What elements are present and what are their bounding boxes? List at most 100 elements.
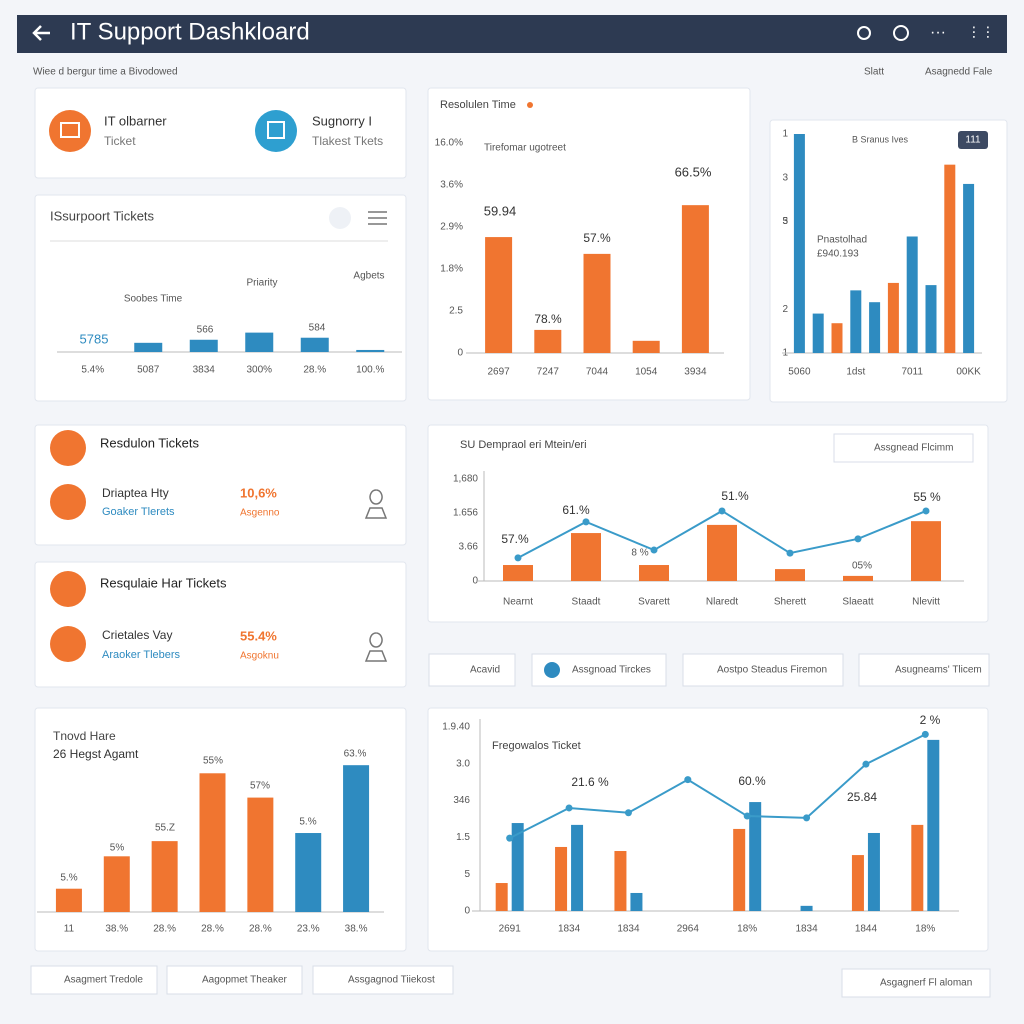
bar: [632, 340, 660, 353]
bar: [511, 823, 524, 911]
annotation: 51.%: [721, 489, 749, 503]
bar: [199, 773, 226, 912]
line-point: [565, 804, 573, 812]
legend-button[interactable]: [833, 433, 974, 463]
bar: [534, 329, 562, 353]
annotation: 57.%: [501, 532, 529, 546]
y-tick-label: 0: [464, 906, 470, 917]
subheader-link[interactable]: Slatt: [864, 67, 884, 78]
footer-button[interactable]: [312, 965, 454, 995]
subheader-link[interactable]: Asagnedd Fale: [925, 67, 993, 78]
x-tick-label: 2697: [487, 367, 510, 378]
annotation: B Sranus Ives: [852, 134, 909, 144]
annotation: 63.%: [344, 749, 367, 760]
footer-button-label[interactable]: Asagmert Tredole: [64, 975, 143, 986]
annotation: 57.%: [583, 231, 611, 245]
menu-button[interactable]: [368, 211, 387, 225]
y-tick-label: 2: [782, 304, 788, 315]
action-button-label[interactable]: Aostpo Steadus Firemon: [717, 665, 827, 676]
y-tick-label: 1.656: [453, 508, 478, 519]
ticket-card: [34, 561, 407, 688]
card-icon: [50, 484, 86, 520]
line-point: [718, 507, 726, 515]
action-button[interactable]: [682, 653, 844, 687]
card-heading: Resqulaie Har Tickets: [100, 575, 227, 590]
line-point: [862, 760, 870, 768]
y-tick-label: 0: [457, 348, 463, 359]
bar: [906, 236, 918, 353]
action-button-label[interactable]: Assgnoad Tirckes: [572, 665, 651, 676]
bar: [295, 833, 322, 912]
annotation: 111: [965, 135, 981, 146]
y-tick-label: 3.6%: [440, 180, 463, 191]
legend-button-label[interactable]: Assgnead Flcimm: [874, 443, 953, 454]
footer-button[interactable]: [841, 968, 991, 998]
person-icon: [364, 632, 388, 662]
line: [509, 733, 926, 840]
x-tick-label: Slaeatt: [842, 597, 873, 608]
x-tick-label: 1054: [635, 367, 658, 378]
card-subtitle: Tlakest Tkets: [312, 134, 383, 148]
y-tick-label: 1: [782, 129, 788, 140]
bar: [944, 164, 956, 353]
x-tick-label: Nearnt: [503, 597, 533, 608]
y-tick-label: 3.66: [459, 542, 479, 553]
x-tick-label: 1834: [617, 924, 640, 935]
x-tick-label: 11: [64, 924, 75, 935]
bar: [831, 323, 843, 353]
ticket-card: [34, 424, 407, 546]
action-button-label[interactable]: Asugneams' Tlicem: [895, 665, 982, 676]
bar: [151, 841, 178, 912]
bar: [571, 824, 584, 911]
y-tick-label: 2.5: [449, 306, 463, 317]
x-tick-label: Nlaredt: [706, 597, 738, 608]
footer-button-label[interactable]: Aagopmet Theaker: [202, 975, 288, 986]
action-button[interactable]: [858, 653, 990, 687]
x-tick-label: 1834: [795, 924, 818, 935]
clock-icon[interactable]: [893, 25, 909, 41]
x-tick-label: 2691: [499, 924, 522, 935]
bar: [639, 565, 669, 581]
y-tick-label: 346: [453, 795, 470, 806]
line-point: [650, 546, 658, 554]
bar: [800, 905, 813, 911]
settings-button[interactable]: [329, 207, 351, 229]
line-point: [624, 809, 632, 817]
line-point: [506, 834, 514, 842]
x-tick-label: Sherett: [774, 597, 806, 608]
bar: [927, 739, 940, 911]
bar: [630, 892, 643, 911]
bar: [733, 828, 746, 911]
bar: [495, 883, 508, 911]
more-icon[interactable]: ···: [930, 24, 946, 41]
bar: [867, 832, 880, 911]
bar: [707, 524, 737, 581]
annotation: 5785: [80, 331, 109, 346]
bar: [925, 285, 937, 353]
footer-button[interactable]: [30, 965, 158, 995]
bar: [247, 797, 274, 912]
footer-button[interactable]: [166, 965, 303, 995]
back-button[interactable]: [32, 25, 50, 41]
y-tick-label: 0: [472, 576, 478, 587]
x-tick-label: 28.%: [201, 924, 224, 935]
x-tick-label: 7247: [537, 367, 560, 378]
action-button[interactable]: [428, 653, 516, 687]
bar: [356, 349, 385, 352]
footer-button-label[interactable]: Assgagnod Tiiekost: [348, 975, 435, 986]
annotation: 55%: [203, 756, 223, 767]
bar: [681, 205, 709, 353]
grid-icon[interactable]: ⋮⋮: [967, 24, 995, 40]
annotation: 61.%: [562, 503, 590, 517]
annotation: 66.5%: [675, 164, 712, 179]
action-button-label[interactable]: Acavid: [470, 665, 500, 676]
bar: [911, 824, 924, 911]
ticket-detail: Goaker Tlerets: [102, 506, 175, 518]
chart-title: Fregowalos Ticket: [492, 740, 581, 752]
footer-button-label[interactable]: Asgagnerf Fl aloman: [880, 978, 972, 989]
bar: [583, 253, 611, 353]
user-icon[interactable]: [857, 26, 871, 40]
y-tick-label: 3: [782, 172, 788, 183]
y-tick-label: 1.9.40: [442, 722, 470, 733]
x-tick-label: 7044: [586, 367, 609, 378]
